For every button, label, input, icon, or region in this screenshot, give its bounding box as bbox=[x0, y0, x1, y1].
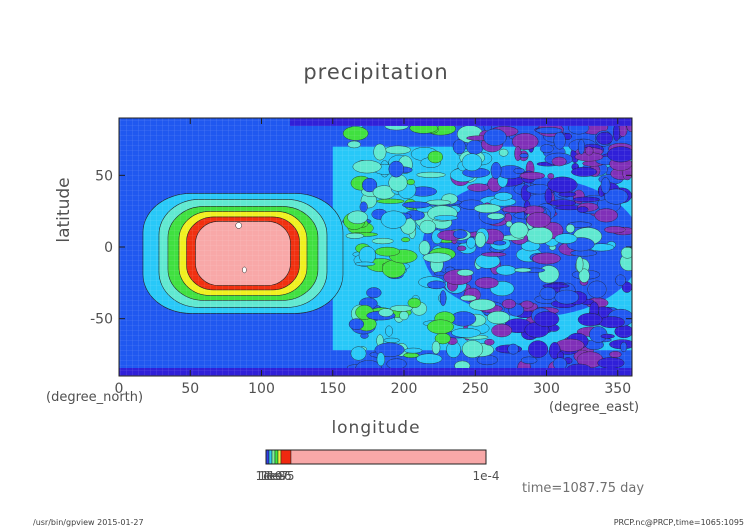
chart-title: precipitation bbox=[303, 60, 449, 84]
x-tick-label: 250 bbox=[462, 381, 489, 397]
grid-overlay bbox=[119, 118, 632, 376]
x-tick-label: 0 bbox=[115, 381, 124, 397]
x-tick-label: 150 bbox=[319, 381, 346, 397]
time-label: time=1087.75 day bbox=[522, 481, 645, 496]
colorbar-label: 1e-4 bbox=[473, 469, 500, 483]
y-axis-unit: (degree_north) bbox=[46, 390, 144, 405]
footer-right: PRCP.nc@PRCP,time=1065:1095 bbox=[613, 518, 744, 527]
colorbar: 1e-91e-81e-71e-61e-5 1e-4 bbox=[256, 449, 500, 483]
footer-left: /usr/bin/gpview 2015-01-27 bbox=[33, 518, 144, 527]
y-tick-label: -50 bbox=[90, 312, 113, 328]
colorbar-label: 1e-7 bbox=[262, 469, 289, 483]
y-tick-label: 0 bbox=[104, 240, 113, 256]
colorbar-segment bbox=[274, 449, 279, 465]
y-tick-label: 50 bbox=[95, 168, 113, 184]
x-tick-label: 100 bbox=[248, 381, 275, 397]
colorbar-segment bbox=[277, 449, 282, 465]
colorbar-segment bbox=[280, 449, 292, 465]
x-tick-label: 200 bbox=[391, 381, 418, 397]
colorbar-frame bbox=[265, 449, 487, 465]
colorbar-label: 1e-6 bbox=[265, 469, 292, 483]
x-axis-unit: (degree_east) bbox=[549, 400, 640, 415]
colorbar-label: 1e-5 bbox=[268, 469, 295, 483]
x-tick-label: 350 bbox=[604, 381, 631, 397]
colorbar-label: 1e-9 bbox=[256, 469, 283, 483]
colorbar-label: 1e-8 bbox=[259, 469, 286, 483]
colorbar-segment bbox=[290, 449, 487, 465]
colorbar-segment bbox=[271, 449, 276, 465]
x-tick-label: 50 bbox=[181, 381, 199, 397]
x-axis-label: longitude bbox=[331, 418, 421, 438]
colorbar-segment bbox=[268, 449, 273, 465]
axes: 0 50 100 150 200 250 300 350 50 0 -50 bbox=[90, 118, 632, 397]
x-tick-label: 300 bbox=[533, 381, 560, 397]
